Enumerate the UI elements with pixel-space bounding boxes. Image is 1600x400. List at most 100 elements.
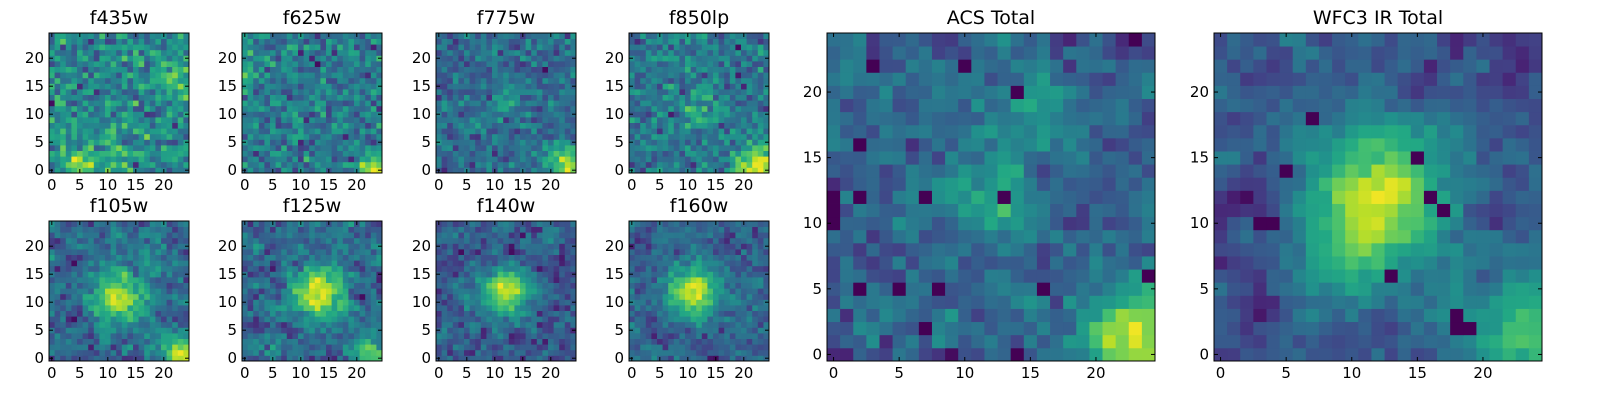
heatmap-cell: [741, 145, 747, 151]
heatmap-cell: [475, 139, 482, 146]
heatmap-cell: [370, 282, 377, 289]
heatmap-cell: [640, 338, 647, 345]
heatmap-cell: [286, 232, 293, 239]
heatmap-cell: [82, 139, 89, 146]
heatmap-cell: [270, 150, 276, 157]
heatmap-cell: [99, 237, 106, 244]
heatmap-cell: [657, 316, 663, 323]
heatmap-cell: [503, 333, 510, 339]
y-tick-label: 5: [614, 133, 624, 151]
heatmap-cell: [121, 49, 128, 56]
heatmap-cell: [309, 299, 316, 306]
heatmap-cell: [105, 299, 111, 306]
heatmap-cell: [133, 277, 139, 283]
heatmap-cell: [564, 167, 571, 174]
heatmap-cell: [247, 122, 254, 129]
heatmap-cell: [149, 117, 156, 123]
heatmap-cell: [718, 83, 725, 90]
heatmap-cell: [696, 310, 703, 317]
heatmap-cell: [713, 111, 719, 118]
heatmap-cell: [99, 66, 106, 73]
heatmap-cell: [298, 316, 304, 323]
heatmap-cell: [441, 282, 448, 289]
heatmap-cell: [71, 44, 78, 51]
heatmap-cell: [149, 243, 156, 250]
heatmap-cell: [629, 38, 635, 45]
heatmap-cell: [320, 139, 327, 146]
heatmap-cell: [441, 122, 448, 129]
heatmap-cell: [458, 133, 465, 140]
heatmap-cell: [729, 77, 736, 84]
heatmap-cell: [668, 122, 675, 129]
heatmap-cell: [354, 61, 360, 67]
heatmap-cell: [320, 277, 327, 283]
heatmap-cell: [724, 66, 731, 73]
heatmap-cell: [99, 89, 106, 95]
heatmap-cell: [331, 338, 338, 345]
heatmap-cell: [127, 61, 134, 67]
heatmap-cell: [60, 38, 67, 45]
heatmap-cell: [172, 89, 179, 95]
heatmap-cell: [121, 128, 128, 135]
heatmap-cell: [166, 271, 173, 278]
heatmap-cell: [348, 310, 355, 317]
heatmap-cell: [309, 260, 316, 267]
heatmap-cell: [359, 167, 366, 174]
heatmap-cell: [270, 161, 276, 168]
heatmap-cell: [559, 44, 566, 51]
heatmap-cell: [281, 83, 288, 90]
heatmap-cell: [376, 150, 383, 157]
heatmap-cell: [497, 333, 504, 339]
heatmap-cell: [436, 100, 442, 107]
heatmap-cell: [121, 249, 128, 255]
heatmap-cell: [264, 72, 271, 79]
heatmap-cell: [71, 299, 78, 306]
heatmap-cell: [564, 327, 571, 334]
heatmap-cell: [177, 44, 184, 51]
heatmap-cell: [82, 316, 89, 323]
heatmap-cell: [258, 310, 265, 317]
heatmap-cell: [752, 66, 759, 73]
heatmap-cell: [475, 237, 482, 244]
heatmap-cell: [447, 349, 454, 356]
heatmap-cell: [292, 145, 299, 151]
heatmap-cell: [314, 167, 321, 174]
heatmap-cell: [314, 243, 321, 250]
heatmap-cell: [475, 49, 482, 56]
heatmap-cell: [177, 33, 184, 39]
heatmap-cell: [757, 305, 764, 311]
heatmap-cell: [172, 161, 179, 168]
heatmap-cell: [60, 243, 67, 250]
heatmap-cell: [668, 161, 675, 168]
heatmap-cell: [673, 282, 680, 289]
heatmap-cell: [144, 288, 151, 295]
heatmap-cell: [149, 282, 156, 289]
heatmap-cell: [458, 44, 465, 51]
heatmap-cell: [570, 221, 577, 227]
heatmap-cell: [65, 72, 72, 79]
heatmap-cell: [542, 44, 549, 51]
heatmap-cell: [275, 355, 282, 362]
heatmap-cell: [303, 265, 310, 272]
heatmap-cell: [331, 282, 338, 289]
heatmap-cell: [60, 333, 67, 339]
heatmap-cell: [757, 83, 764, 90]
heatmap-cell: [253, 111, 260, 118]
heatmap-cell: [320, 133, 327, 140]
heatmap-cell: [679, 145, 686, 151]
heatmap-cell: [452, 55, 459, 62]
heatmap-cell: [452, 167, 459, 174]
heatmap-cell: [54, 72, 61, 79]
heatmap-cell: [172, 237, 179, 244]
heatmap-cell: [640, 355, 647, 362]
heatmap-cell: [729, 161, 736, 168]
heatmap-cell: [166, 117, 173, 123]
heatmap-cell: [475, 145, 482, 151]
heatmap-cell: [88, 66, 95, 73]
heatmap-cell: [464, 89, 470, 95]
heatmap-cell: [673, 122, 680, 129]
heatmap-cell: [469, 44, 476, 51]
heatmap-cell: [99, 226, 106, 233]
heatmap-cell: [161, 94, 167, 101]
